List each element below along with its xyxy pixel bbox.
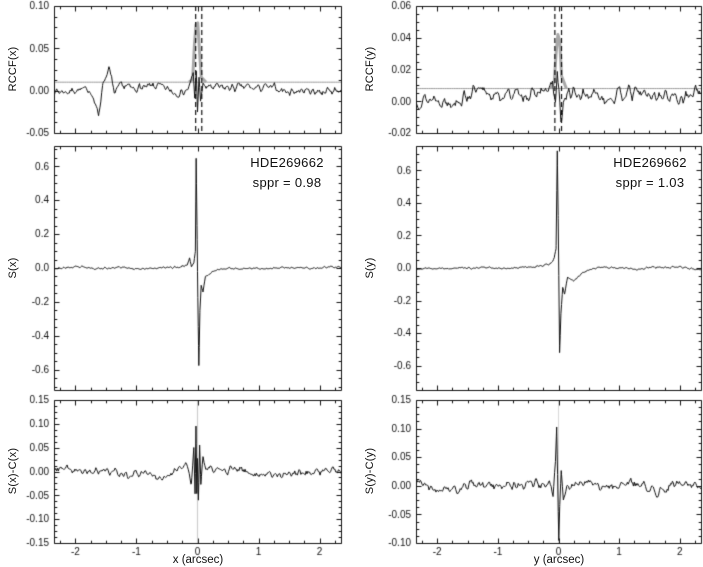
ylabel-s-y: S(y) [364,257,376,279]
star-name: HDE269662 [613,155,687,170]
ylabel-s-minus-c-y: S(y)-C(y) [364,447,376,495]
star-name: HDE269662 [250,155,324,170]
xlabel-y-arcsec: y (arcsec) [533,554,585,566]
sppr-value: sppr = 0.98 [252,174,322,190]
ylabel-s-minus-c-x: S(x)-C(x) [7,447,19,495]
ylabel-s-x: S(x) [7,257,19,279]
xlabel-x-arcsec: x (arcsec) [172,554,224,566]
annotation-hde269662-right: HDE269662 sppr = 1.03 [613,153,687,192]
ylabel-rccf-x: RCCF(x) [7,46,19,92]
annotation-hde269662-left: HDE269662 sppr = 0.98 [250,153,324,192]
sppr-value: sppr = 1.03 [615,174,685,190]
ylabel-rccf-y: RCCF(y) [364,46,376,92]
